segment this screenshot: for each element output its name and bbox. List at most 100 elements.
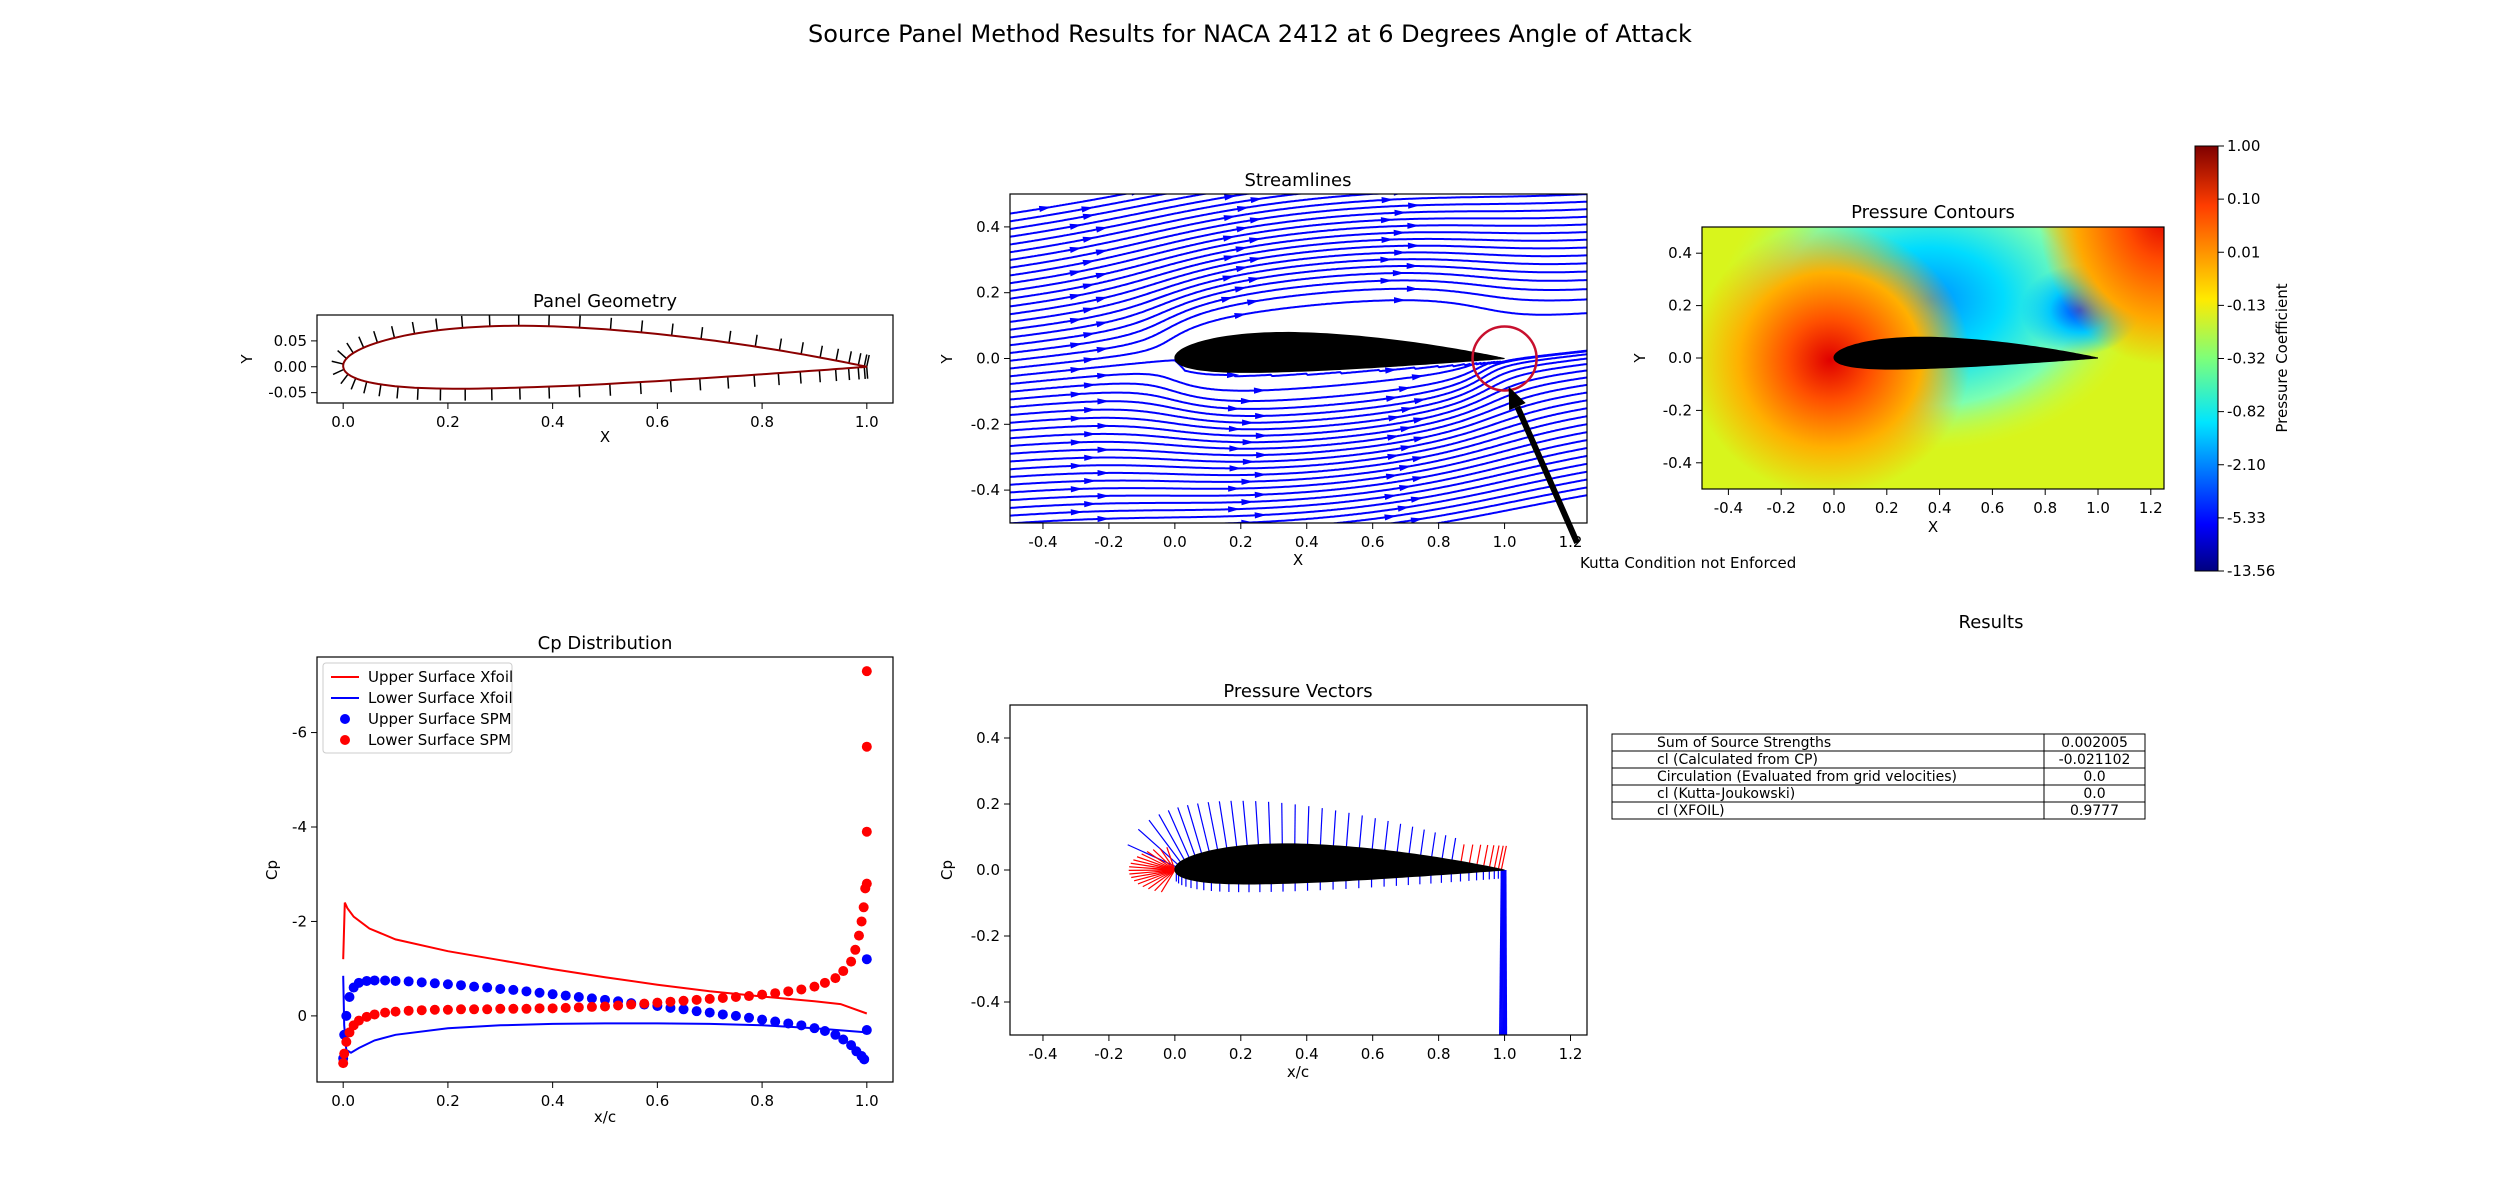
cp-lower-spm-point [853,930,864,941]
streamlines-xtick-label: 0.0 [1163,533,1187,551]
streamline-arrow [1228,485,1241,492]
streamline-arrow [1097,422,1110,430]
streamline [1327,478,1587,523]
pressure-vector [1420,829,1425,856]
colorbar-tick-label: -2.10 [2227,456,2266,474]
results-table: Results Sum of Source Strengths 0.002005 c… [1611,612,2146,820]
streamline-arrow [1393,194,1400,196]
vectors-xtick-label: -0.2 [1094,1045,1123,1063]
streamlines-airfoil [1174,331,1505,373]
cp-lower-spm-point [652,997,663,1008]
panel-normal [331,360,344,365]
panel-normal [727,376,730,389]
geometry-xtick-label: 0.0 [331,413,355,431]
streamline-arrow [1097,469,1110,477]
panel-normal [799,371,802,384]
pressure-vector [1371,818,1376,850]
streamline-arrow [1084,477,1097,485]
colorbar-label: Pressure Coefficient [2273,283,2291,432]
contours-ytick-label: 0.4 [1668,244,1692,262]
streamline-arrow [1384,493,1397,501]
pressure-vector [1129,866,1175,871]
pressure-vector [1493,845,1500,869]
streamline-arrow [1255,412,1268,420]
streamline-arrow [1084,501,1097,508]
vectors-ytick-label: 0.4 [976,729,1000,747]
panel-normal [373,330,379,343]
streamline-arrow [1084,431,1097,438]
pressure-vector [1152,849,1176,871]
panel-normal [670,323,674,336]
cp-lower-spm-point [534,1003,545,1014]
panel-normal [358,336,365,349]
cp-lower-spm-point [456,1004,466,1015]
panel-normal [640,320,644,333]
geometry-xlabel: X [600,428,610,446]
streamline-arrow [1070,415,1083,422]
streamline-arrow [1394,209,1407,216]
contours-xtick-label: -0.4 [1714,499,1743,517]
streamline [1010,231,1587,300]
cp-lower-spm-point [809,981,820,992]
cp-upper-spm-point [361,975,372,986]
contours-airfoil [1833,336,2099,370]
cp-lower-spm-point [861,741,872,752]
panel-normal [857,367,860,380]
streamline-arrow [1222,235,1236,242]
pressure-vector [1345,812,1350,847]
streamline-arrow [1242,439,1255,446]
colorbar-ticks: 1.00 0.10 0.01 -0.13 -0.32 -0.82 -2.10 -5.33 -13… [2218,137,2275,580]
contours-xlabel: X [1928,518,1938,536]
streamline-arrow [1384,514,1397,521]
streamline-arrow [1069,223,1083,230]
streamline-arrow [1385,395,1399,402]
streamline [1010,407,1587,471]
streamline [1010,194,1389,254]
contours-xtick-label: 0.8 [2033,499,2057,517]
panel-normal [669,380,673,393]
cp-upper-spm-point [809,1023,820,1034]
panel-normal [778,338,783,351]
streamlines-ylabel: Y [938,354,956,365]
streamline-arrow [1241,519,1254,523]
streamline-arrow [1070,439,1083,446]
panel-normal [865,366,869,379]
cp-upper-spm-point [783,1018,794,1029]
cp-lower-spm-point [353,1015,364,1026]
streamline-arrow [1204,184,1216,190]
streamline-arrow [1070,486,1083,493]
panel-normal [340,373,349,385]
cp-upper-spm-point [586,993,597,1004]
pressure-vector [1319,808,1323,845]
streamline-arrow [1095,321,1109,328]
cp-lower-spm-point [744,991,754,1002]
vectors-ticks: -0.4 -0.2 0.0 0.2 0.4 0.6 0.8 1.0 1.2 0.4 0.2 0.0 -0… [971,729,1583,1063]
geometry-title: Panel Geometry [533,291,677,312]
streamline-arrow [1250,197,1263,204]
cp-axes-frame [316,656,894,1083]
streamline-arrow [1083,382,1097,389]
results-rows: Sum of Source Strengths 0.002005 cl (Calcu… [1611,733,2146,820]
panel-normal [639,382,642,395]
results-row-label: cl (XFOIL) [1657,803,1725,819]
streamline [1010,194,1131,215]
streamline-arrow [1241,478,1254,485]
streamline-arrow [1236,226,1249,233]
cp-lower-spm-point [639,998,650,1009]
cp-upper-spm-point [861,954,872,965]
streamline-arrow [1084,524,1096,530]
cp-lower-spm-point [783,986,794,997]
pressure-vector [1177,807,1196,856]
pressure-vector [1358,815,1363,848]
cp-legend-box [322,662,513,754]
panel-normal [700,327,704,340]
streamline-arrow [1394,169,1406,175]
pressure-vector [1460,844,1465,862]
streamline-arrow [1235,246,1248,253]
cp-ticks: 0.0 0.2 0.4 0.6 0.8 1.0 -6 -4 -2 0 [292,724,879,1110]
panel-normal [818,370,821,383]
streamline-arrow [1097,446,1110,453]
results-row-value: -0.021102 [2059,752,2131,768]
results-row-value: 0.9777 [2070,803,2119,819]
panel-normal [332,368,345,376]
